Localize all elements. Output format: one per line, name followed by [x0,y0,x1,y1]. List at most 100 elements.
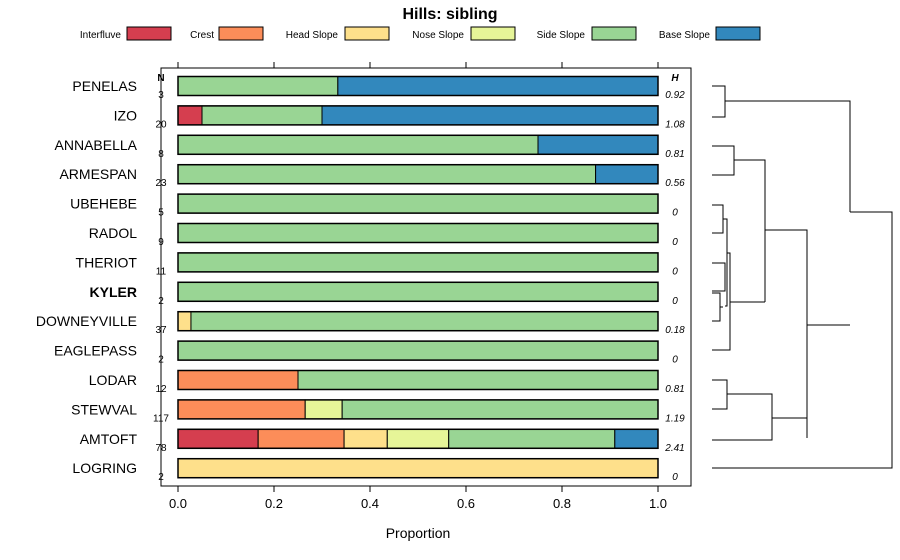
bar-outline [177,281,659,303]
x-axis: 0.0 0.2 0.4 0.6 0.8 1.0 [169,62,667,511]
h-value: 0 [672,266,678,277]
dendro-branch [712,204,724,234]
row-label: RADOL [89,225,137,241]
n-value: 20 [155,119,167,130]
n-value: 11 [156,266,167,277]
dendrogram [712,85,893,469]
bar-segment [337,76,659,96]
n-value: 37 [155,325,167,336]
legend: Interfluve Crest Head Slope Nose Slope Side … [80,26,761,41]
bar-outline [177,428,659,450]
bar-segment [343,428,388,449]
bar-segment [341,399,659,420]
bar-segment [201,105,323,126]
bar-segment [595,164,659,185]
row-label: LODAR [89,372,137,388]
h-column-header: H [671,73,679,84]
legend-swatch [591,26,637,41]
legend-label: Head Slope [286,30,339,41]
n-column-header: N [157,73,164,84]
n-value: 2 [158,472,164,483]
row-label: UBEHEBE [70,196,137,212]
h-value: 0 [672,208,678,219]
n-value: 2 [158,355,164,366]
bar-segment [177,105,203,126]
row-label: STEWVAL [71,401,137,417]
n-value: 3 [158,90,164,101]
x-tick-label: 1.0 [649,496,667,511]
bar-segment [257,428,345,449]
bar-segment [177,223,659,243]
x-tick-label: 0.8 [553,496,571,511]
dendro-branch [712,211,893,469]
h-value: 1.08 [665,119,685,130]
dendro-branch [712,292,721,322]
plot-panel [160,67,692,487]
dendro-branch [712,85,726,118]
n-value: 2 [158,296,164,307]
chart-title: Hills: sibling [402,6,497,23]
x-tick-label: 0.6 [457,496,475,511]
dendro-branch [734,159,766,302]
bar-outline [177,134,659,156]
row-label: KYLER [90,284,137,300]
bar-segment [177,340,659,361]
row-label: THERIOT [76,254,138,270]
bar-segment [177,399,306,420]
h-value: 0.81 [665,384,684,395]
h-value: 1.19 [665,413,685,424]
row-label: EAGLEPASS [54,343,137,359]
legend-swatch [470,26,516,41]
bar-segment [177,281,659,302]
bar-outline [177,340,659,361]
legend-label: Crest [190,30,214,41]
h-value: 0.18 [665,325,685,336]
legend-swatch [344,26,390,41]
n-value: 117 [153,413,169,424]
h-value: 2.41 [664,443,684,454]
x-tick-label: 0.4 [361,496,379,511]
dendro-branch [723,218,728,307]
bar-segment [177,76,339,96]
bar-segment [190,311,659,332]
bar-outline [177,163,659,185]
bar-segment [177,164,597,185]
bar-segment [177,193,659,214]
bar-outline [177,105,659,126]
legend-label: Nose Slope [412,30,464,41]
n-value: 5 [158,208,164,219]
bar-segment [614,428,659,449]
dendro-branch [712,393,773,441]
dendro-branch [712,145,735,176]
n-value: 9 [158,237,164,248]
dendro-branch [712,262,726,292]
bar-segment [177,458,659,479]
h-value: 0 [672,472,678,483]
bar-outline [177,457,659,479]
bar-segment [177,311,192,332]
dendro-branch [725,100,851,212]
bar-segment [321,105,659,126]
legend-swatch [126,26,172,41]
bar-segment [177,252,659,273]
legend-swatch [218,26,264,41]
h-value: 0 [672,355,678,366]
h-value: 0 [672,237,678,248]
bar-outline [177,222,659,244]
legend-label: Side Slope [537,30,586,41]
n-value: 12 [155,384,167,395]
row-label: IZO [114,107,137,123]
bar-segment [537,134,659,155]
x-tick-label: 0.0 [169,496,187,511]
n-value: 78 [155,443,167,454]
bar-outline [177,252,659,273]
dendro-branch [712,379,728,410]
bar-segment [297,370,659,390]
x-axis-title: Proportion [386,525,451,541]
bar-segment [177,428,259,449]
row-label: ANNABELLA [55,137,138,153]
bar-outline [177,310,659,332]
h-value: 0.92 [665,90,685,101]
bar-outline [177,369,659,391]
